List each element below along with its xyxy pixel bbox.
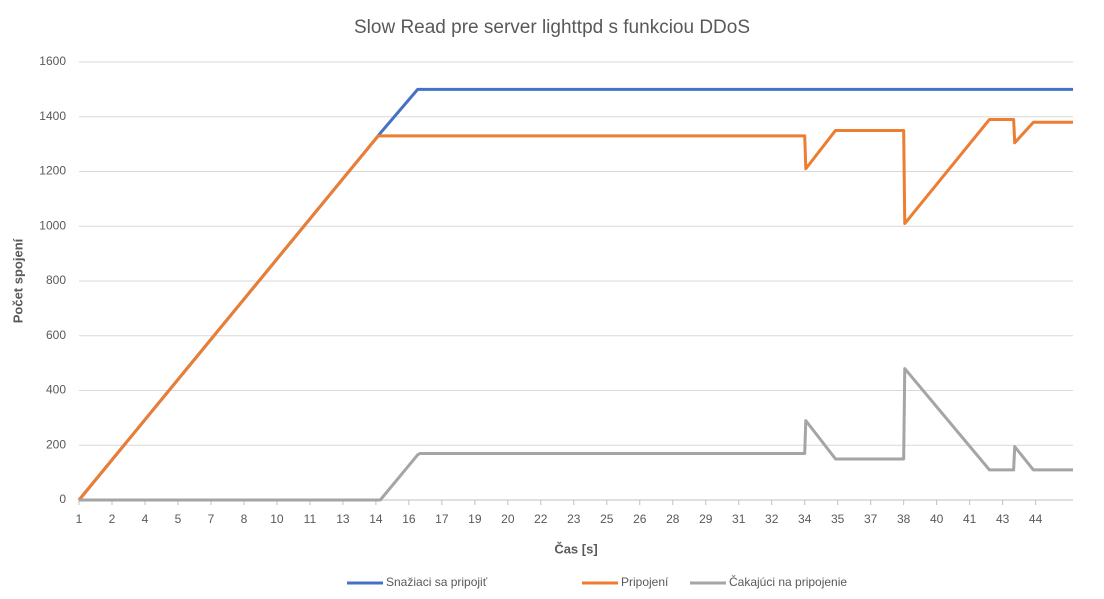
- x-tick-label: 35: [831, 512, 845, 526]
- x-tick-label: 34: [798, 512, 812, 526]
- series-line: [77, 117, 1073, 501]
- y-tick-label: 1200: [39, 164, 66, 178]
- y-tick-label: 200: [46, 437, 66, 451]
- legend-label: Snažiaci sa pripojiť: [386, 575, 488, 589]
- x-tick-label: 11: [304, 512, 317, 526]
- y-tick-label: 800: [46, 273, 66, 287]
- x-tick-label: 44: [1029, 512, 1043, 526]
- series-line: [77, 87, 1073, 501]
- y-tick-label: 1000: [39, 218, 66, 232]
- y-tick-label: 0: [59, 492, 66, 506]
- x-tick-label: 10: [270, 512, 284, 526]
- x-tick-label: 25: [600, 512, 614, 526]
- x-tick-label: 16: [402, 512, 416, 526]
- x-tick-label: 40: [930, 512, 944, 526]
- x-tick-label: 8: [241, 512, 248, 526]
- x-tick-label: 26: [633, 512, 647, 526]
- y-axis-title: Počet spojení: [10, 238, 25, 323]
- x-tick-label: 37: [864, 512, 878, 526]
- y-tick-label: 1400: [39, 109, 66, 123]
- x-tick-label: 19: [468, 512, 482, 526]
- x-tick-label: 29: [699, 512, 713, 526]
- x-tick-label: 17: [435, 512, 449, 526]
- y-tick-label: 600: [46, 328, 66, 342]
- x-tick-label: 32: [765, 512, 779, 526]
- x-tick-label: 43: [996, 512, 1010, 526]
- x-tick-label: 4: [142, 512, 149, 526]
- legend-label: Čakajúci na pripojenie: [729, 574, 847, 589]
- x-tick-label: 7: [208, 512, 215, 526]
- x-tick-label: 20: [501, 512, 515, 526]
- x-tick-label: 5: [175, 512, 182, 526]
- x-tick-label: 22: [534, 512, 548, 526]
- y-tick-label: 400: [46, 383, 66, 397]
- series-line: [79, 367, 1073, 502]
- legend-label: Pripojení: [621, 575, 669, 589]
- x-tick-label: 28: [666, 512, 680, 526]
- x-tick-label: 14: [369, 512, 383, 526]
- x-tick-label: 2: [109, 512, 116, 526]
- x-tick-label: 23: [567, 512, 581, 526]
- x-tick-label: 41: [963, 512, 977, 526]
- x-tick-label: 1: [76, 512, 83, 526]
- chart-title: Slow Read pre server lighttpd s funkciou…: [354, 17, 750, 38]
- x-axis-title: Čas [s]: [554, 541, 597, 556]
- x-tick-label: 31: [732, 512, 746, 526]
- y-tick-label: 1600: [39, 54, 66, 68]
- x-tick-label: 38: [897, 512, 911, 526]
- x-tick-label: 13: [336, 512, 350, 526]
